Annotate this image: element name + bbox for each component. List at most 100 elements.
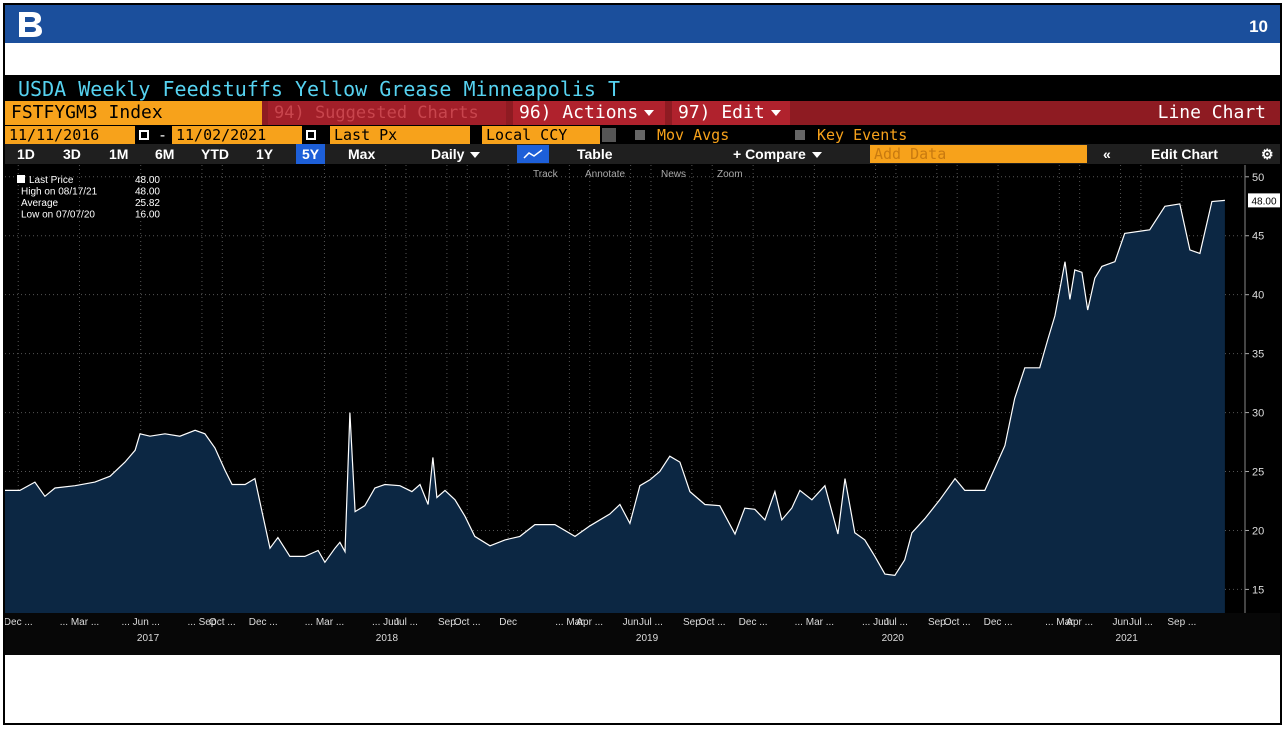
calendar-icon[interactable]	[306, 130, 316, 140]
line-icon[interactable]	[517, 145, 549, 163]
menu-item[interactable]: 94) Suggested Charts	[268, 101, 506, 125]
dropdown[interactable]	[602, 128, 616, 142]
x-tick-label: Sep ...	[1167, 617, 1196, 628]
frequency-label: Daily	[431, 146, 465, 162]
security-title: USDA Weekly Feedstuffs Yellow Grease Min…	[18, 77, 621, 101]
line	[5, 199, 1225, 576]
toolbar: Daily Table + Compare Add Data « Edit Ch…	[5, 144, 1280, 164]
year-label: 2018	[376, 633, 399, 644]
checkbox[interactable]	[635, 130, 645, 140]
legend-label: Average	[21, 198, 59, 209]
collapse[interactable]: «	[1103, 146, 1111, 162]
chart-tool: Zoom	[717, 169, 743, 180]
menu-item[interactable]: 97) Edit	[672, 101, 790, 125]
menu-label: 97) Edit	[678, 102, 765, 123]
add-data[interactable]: Add Data	[870, 145, 1087, 163]
icon	[523, 149, 543, 159]
compare-button[interactable]: + Compare	[727, 144, 828, 164]
x-tick-label: Apr ...	[576, 617, 603, 628]
chart: Dec ...... Mar ...... Jun ...... SepOct …	[5, 165, 1280, 655]
x-tick-label: Jun	[623, 617, 639, 628]
x-tick-label: Dec ...	[5, 617, 33, 628]
compare-label: + Compare	[733, 146, 806, 162]
y-tick-label: 30	[1252, 408, 1264, 420]
x-tick-label: Jul ...	[394, 617, 418, 628]
y-tick-label: 25	[1252, 467, 1264, 479]
chart-tool: Annotate	[585, 169, 625, 180]
ticker[interactable]: FSTFYGM3 Index	[5, 101, 262, 125]
field[interactable]: Last Px	[330, 126, 470, 144]
x-tick-label: Oct ...	[944, 617, 971, 628]
y-tick-label: 45	[1252, 231, 1264, 243]
x-tick-label: Dec	[499, 617, 517, 628]
option[interactable]: Mov Avgs	[657, 126, 730, 144]
x-tick-label: Sep	[928, 617, 946, 628]
slide-frame	[3, 3, 1282, 725]
period-button[interactable]: 1Y	[256, 146, 274, 162]
legend-label: High on 08/17/21	[21, 187, 98, 198]
date-separator: -	[158, 126, 168, 144]
currency[interactable]: Local CCY	[482, 126, 600, 144]
x-tick-label: Jul ...	[1129, 617, 1153, 628]
year-label: 2020	[882, 633, 905, 644]
checkbox[interactable]	[795, 130, 805, 140]
x-tick-label: ... Sep	[187, 617, 216, 628]
axis-band	[5, 613, 1280, 655]
range-bar: 11/11/2016 - 11/02/2021 Last Px Local CC…	[5, 126, 1280, 144]
period-button[interactable]: 3D	[63, 146, 81, 162]
year-label: 2019	[636, 633, 659, 644]
end-date[interactable]: 11/02/2021	[172, 126, 302, 144]
period-button[interactable]: 1D	[17, 146, 35, 162]
x-tick-label: ... Jun	[862, 617, 889, 628]
y-tick-label: 40	[1252, 290, 1264, 302]
option[interactable]: Key Events	[817, 126, 908, 144]
x-tick-label: ... Mar ...	[60, 617, 99, 628]
x-tick-label: ... Mar	[1045, 617, 1074, 628]
x-tick-label: ... Mar ...	[795, 617, 834, 628]
last-value-box	[1248, 193, 1280, 208]
edit-chart[interactable]: Edit Chart	[1151, 146, 1218, 162]
x-tick-label: Dec ...	[739, 617, 768, 628]
frequency[interactable]: Daily	[425, 144, 486, 164]
x-tick-label: Dec ...	[984, 617, 1013, 628]
page-number: 10	[1249, 17, 1268, 36]
legend-value: 48.00	[135, 187, 160, 198]
chart-tool: Track	[533, 169, 559, 180]
command-bar: FSTFYGM3 Index 94) Suggested Charts 96) …	[5, 101, 1280, 125]
chart-tool: News	[661, 169, 686, 180]
y-tick-label: 35	[1252, 349, 1264, 361]
period-button[interactable]: YTD	[201, 146, 229, 162]
x-tick-label: Jul ...	[639, 617, 663, 628]
period-button[interactable]: 6M	[155, 146, 175, 162]
slide-header: 10	[5, 5, 1280, 43]
legend-value: 16.00	[135, 210, 160, 221]
table-button[interactable]: Table	[577, 146, 613, 162]
x-tick-label: Sep	[683, 617, 701, 628]
calendar-icon[interactable]	[139, 130, 149, 140]
x-tick-label: Oct ...	[699, 617, 726, 628]
menu-label: 96) Actions	[519, 102, 639, 123]
x-tick-label: ... Mar	[555, 617, 584, 628]
y-tick-label: 15	[1252, 584, 1264, 596]
settings[interactable]: ⚙	[1261, 146, 1274, 162]
x-tick-label: Jul ...	[884, 617, 908, 628]
start-date[interactable]: 11/11/2016	[5, 126, 135, 144]
year-label: 2021	[1116, 633, 1139, 644]
x-tick-label: Sep	[438, 617, 456, 628]
x-tick-label: Apr ...	[1066, 617, 1093, 628]
area	[5, 200, 1225, 613]
period-button[interactable]: 5Y	[296, 144, 326, 164]
period-button[interactable]: Max	[348, 146, 376, 162]
legend-label: Last Price	[29, 175, 74, 186]
menu-item[interactable]: 96) Actions	[513, 101, 665, 125]
logo	[19, 12, 42, 37]
x-tick-label: ... Mar ...	[305, 617, 344, 628]
y-tick-label: 50	[1252, 172, 1264, 184]
last-value-label: 48.00	[1251, 196, 1276, 207]
year-label: 2017	[137, 633, 160, 644]
legend-value: 25.82	[135, 198, 160, 209]
period-button[interactable]: 1M	[109, 146, 129, 162]
x-tick-label: ... Jun	[372, 617, 399, 628]
y-tick-label: 20	[1252, 525, 1264, 537]
